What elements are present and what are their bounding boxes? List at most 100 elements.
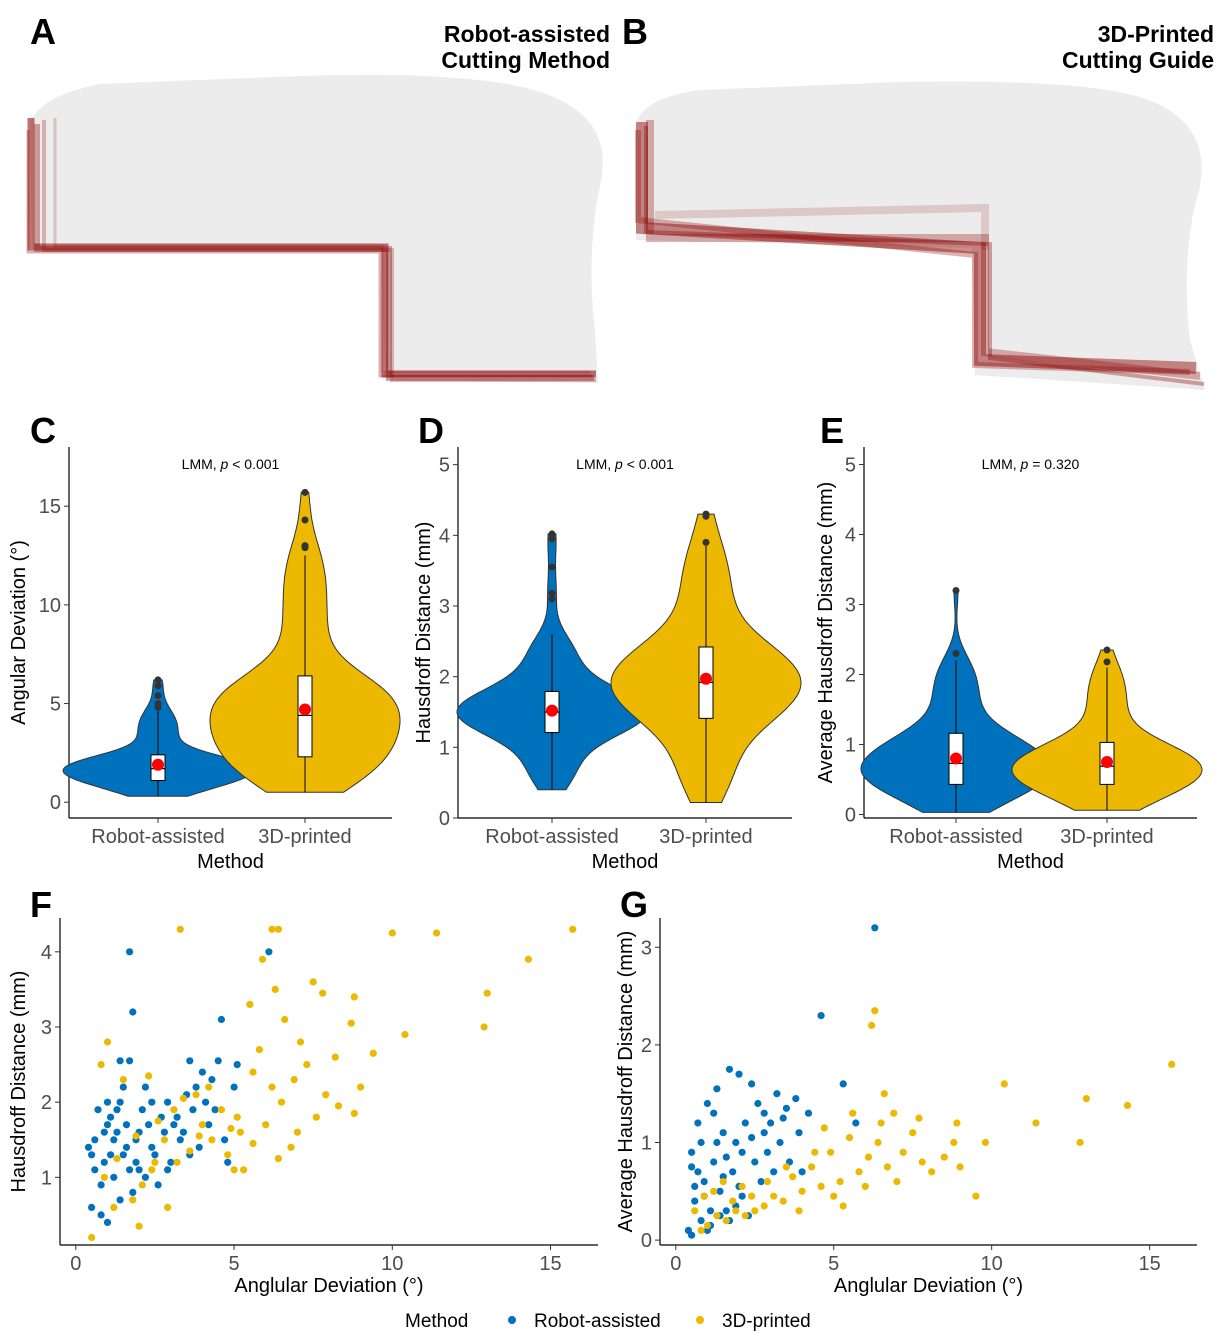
- scatter-point-g-robot: [719, 1129, 727, 1137]
- scatter-point-g-printed: [1032, 1119, 1040, 1127]
- scatter-point-f-robot: [91, 1166, 99, 1174]
- scatter-point-g-robot: [691, 1182, 699, 1190]
- scatter-point-g-robot: [792, 1095, 800, 1103]
- scatter-point-g-printed: [820, 1124, 828, 1132]
- scatter-point-f-robot: [164, 1166, 172, 1174]
- scatter-point-g-printed: [1000, 1080, 1008, 1088]
- cut-lines-a: [26, 118, 596, 382]
- scatter-point-g-robot: [710, 1109, 718, 1117]
- scatter-point-g-robot: [716, 1187, 724, 1195]
- panel-c: C 0 5 10 15 Robot-assisted 3D-printed Method An…: [8, 410, 401, 873]
- scatter-point-g-printed: [1076, 1138, 1084, 1147]
- scatter-point-f-printed: [240, 1166, 248, 1174]
- scatter-point-f-robot: [221, 1136, 229, 1144]
- legend: Method Robot-assisted 3D-printed: [405, 1311, 811, 1332]
- y-tick-label-e: 1: [845, 735, 856, 757]
- legend-label-printed: 3D-printed: [722, 1311, 811, 1332]
- scatter-point-g-printed: [798, 1187, 806, 1195]
- scatter-point-g-robot: [760, 1109, 768, 1117]
- scatter-point-f-printed: [258, 955, 267, 963]
- scatter-point-f-printed: [164, 1203, 172, 1211]
- scatter-point-f-robot: [116, 1057, 124, 1065]
- scatter-point-f-robot: [119, 1083, 127, 1091]
- x-tick-label-f: 10: [381, 1253, 403, 1275]
- scatter-point-g-robot: [748, 1080, 756, 1088]
- annotation-p: p: [614, 456, 623, 472]
- scatter-point-g-printed: [729, 1197, 737, 1205]
- scatter-point-g-printed: [703, 1221, 712, 1230]
- scatter-point-g-printed: [817, 1182, 825, 1190]
- scatter-point-g-printed: [836, 1178, 844, 1186]
- bone-silhouette-a: [30, 74, 603, 383]
- scatter-point-f-robot: [205, 1121, 213, 1129]
- y-tick-label-e: 4: [845, 525, 856, 547]
- y-tick-label-f: 2: [41, 1092, 52, 1114]
- scatter-point-g-printed: [700, 1192, 708, 1200]
- scatter-point-f-printed: [293, 1128, 301, 1136]
- scatter-point-g-printed: [855, 1168, 863, 1176]
- scatter-point-f-robot: [103, 1218, 112, 1226]
- scatter-point-g-robot: [782, 1104, 791, 1112]
- y-tick-label-g: 0: [641, 1230, 652, 1252]
- scatter-point-g-printed: [953, 1119, 961, 1127]
- scatter-point-f-robot: [170, 1121, 178, 1129]
- x-axis-title-f: Anglular Deviation (°): [234, 1275, 423, 1297]
- scatter-point-f-printed: [281, 1015, 289, 1024]
- scatter-point-g-robot: [688, 1163, 696, 1171]
- x-tick-label-f: 0: [70, 1253, 81, 1275]
- scatter-point-f-robot: [154, 1181, 162, 1189]
- scatter-point-f-printed: [246, 1000, 254, 1009]
- scatter-point-f-robot: [126, 1057, 134, 1065]
- legend-title: Method: [405, 1311, 468, 1332]
- scatter-point-f-printed: [309, 978, 317, 986]
- scatter-point-f-printed: [322, 1091, 330, 1099]
- scatter-point-f-robot: [138, 1106, 146, 1114]
- scatter-point-g-printed: [981, 1138, 990, 1147]
- annotation-rest: < 0.001: [228, 456, 279, 472]
- scatter-point-f-robot: [122, 1143, 131, 1151]
- panel-e-letter: E: [820, 410, 844, 451]
- scatter-point-f-robot: [186, 1057, 194, 1065]
- scatter-point-g-robot: [713, 1138, 721, 1147]
- scatter-point-f-robot: [141, 1083, 149, 1091]
- scatter-point-f-robot: [173, 1113, 181, 1121]
- panel-g: G 0 1 2 3 0 5 10 15 Anglular Deviation (°) Averag…: [615, 884, 1197, 1297]
- scatter-point-g-printed: [868, 1021, 876, 1029]
- annotation-d: LMM, p < 0.001: [576, 456, 674, 472]
- panel-f-letter: F: [30, 884, 52, 925]
- scatter-point-f-robot: [198, 1068, 206, 1076]
- scatter-point-f-printed: [312, 1113, 320, 1121]
- y-tick-label-g: 2: [641, 1035, 652, 1057]
- scatter-point-g-printed: [877, 1119, 885, 1127]
- scatter-point-f-robot: [94, 1106, 102, 1114]
- scatter-point-f-printed: [179, 1094, 187, 1102]
- scatter-point-f-robot: [100, 1128, 108, 1136]
- scatter-point-f-printed: [138, 1181, 146, 1189]
- scatter-point-f-robot: [208, 1076, 216, 1084]
- scatter-point-f-robot: [217, 1015, 225, 1024]
- y-tick-label-c: 5: [50, 694, 61, 716]
- scatter-point-f-printed: [480, 1023, 488, 1031]
- scatter-point-f-robot: [91, 1136, 99, 1144]
- scatter-point-g-robot: [779, 1114, 787, 1122]
- scatter-point-f-robot: [103, 1121, 112, 1129]
- scatter-point-g-robot: [760, 1129, 768, 1137]
- panel-c-letter: C: [30, 410, 56, 451]
- outlier-point-c: [154, 700, 162, 708]
- scatter-point-g-printed: [972, 1192, 980, 1200]
- scatter-point-f-robot: [176, 1136, 184, 1144]
- scatter-point-f-printed: [192, 1091, 200, 1099]
- scatter-point-g-printed: [899, 1148, 907, 1156]
- outlier-point-e: [952, 587, 960, 594]
- scatter-point-f-printed: [249, 1139, 257, 1148]
- scatter-point-g-robot: [776, 1138, 784, 1147]
- scatter-point-g-printed: [738, 1182, 746, 1190]
- y-tick-label-d: 1: [439, 737, 450, 759]
- scatter-point-f-printed: [319, 989, 327, 997]
- scatter-point-g-robot: [703, 1099, 712, 1108]
- scatter-point-g-robot: [688, 1148, 696, 1156]
- scatter-point-g-printed: [880, 1090, 888, 1098]
- scatter-point-f-robot: [164, 1098, 172, 1106]
- scatter-point-g-printed: [722, 1217, 730, 1225]
- scatter-point-f-printed: [303, 1061, 311, 1069]
